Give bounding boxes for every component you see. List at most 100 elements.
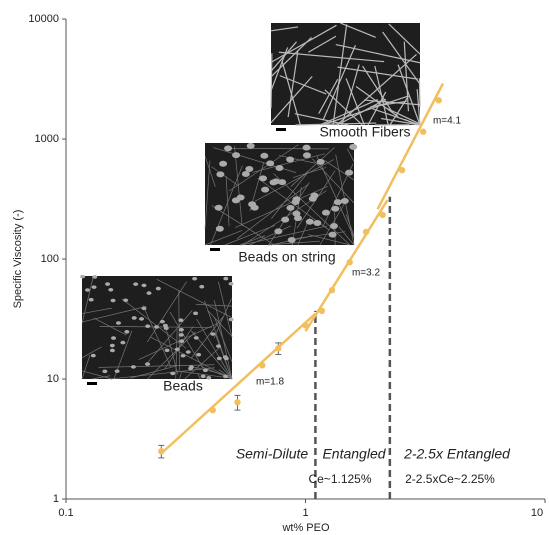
bead (340, 197, 349, 204)
bead (109, 343, 115, 348)
bead (292, 210, 301, 217)
fiber (389, 95, 410, 126)
bead (287, 237, 296, 244)
bead (196, 352, 202, 357)
data-point (158, 448, 165, 455)
bead (228, 317, 234, 322)
bead (210, 332, 216, 336)
fiber (381, 117, 421, 126)
scale-bar (210, 248, 220, 251)
data-point (259, 362, 266, 369)
fiber (204, 230, 243, 246)
fiber (418, 78, 421, 107)
bead (91, 285, 97, 289)
bead (193, 336, 199, 340)
bead (92, 275, 98, 279)
region-label: 2-2.5x Entangled (403, 446, 511, 462)
bead (313, 220, 322, 227)
fiber (223, 147, 329, 150)
bead (223, 276, 229, 281)
bead (111, 336, 117, 340)
bead (281, 216, 290, 223)
bead (293, 215, 302, 222)
bead (206, 375, 212, 380)
y-tick-label: 1 (53, 493, 59, 505)
sem-image (80, 274, 234, 380)
fiber (130, 365, 177, 379)
fit-line (376, 82, 445, 210)
data-point (318, 307, 326, 315)
fit-label: m=4.1 (433, 116, 462, 127)
bead (180, 353, 186, 358)
fiber (110, 367, 215, 380)
data-point (362, 228, 370, 236)
bead (170, 371, 176, 376)
data-point (275, 345, 282, 352)
bead (88, 297, 94, 302)
data-point (328, 286, 336, 294)
fiber (295, 122, 377, 126)
fiber (204, 160, 211, 229)
fiber (278, 51, 385, 63)
fiber (319, 198, 348, 246)
y-tick-label: 10000 (28, 13, 59, 25)
fiber (319, 98, 378, 126)
bead (115, 321, 121, 325)
threshold-label: 2-2.5xCe~2.25% (405, 472, 495, 486)
bead (266, 160, 275, 167)
fiber (197, 373, 201, 380)
fiber (268, 182, 310, 246)
fiber (270, 53, 273, 109)
fiber (229, 144, 299, 192)
scale-bar (87, 382, 97, 385)
bead (260, 152, 269, 159)
bead (291, 198, 300, 205)
fiber (81, 276, 94, 324)
fiber (338, 226, 355, 246)
data-point (398, 166, 406, 174)
fiber (337, 98, 387, 126)
bead (139, 317, 145, 321)
image-label: Beads (163, 378, 203, 394)
bead (245, 165, 254, 172)
fiber (249, 225, 292, 246)
y-tick-label: 100 (41, 253, 59, 265)
fiber (184, 346, 221, 380)
fiber (210, 165, 243, 246)
fiber (387, 108, 421, 125)
bead (214, 204, 223, 211)
fit-label: m=3.2 (352, 268, 381, 279)
data-point (419, 128, 427, 135)
fiber (294, 113, 349, 126)
fiber (370, 100, 407, 108)
fiber (267, 240, 320, 246)
bead (236, 194, 245, 201)
scale-bar (276, 128, 286, 131)
bead (200, 374, 206, 379)
bead (250, 204, 259, 211)
fiber (121, 298, 187, 349)
fiber (337, 66, 418, 80)
fiber (403, 41, 410, 112)
bead (124, 329, 130, 334)
fiber (271, 171, 309, 219)
bead (146, 291, 152, 295)
bead (154, 325, 160, 329)
bead (162, 323, 168, 328)
bead (224, 145, 233, 152)
fiber (236, 184, 309, 240)
fiber (416, 89, 421, 126)
fiber (177, 370, 233, 379)
fiber (239, 235, 266, 246)
fiber (211, 166, 238, 186)
fiber (362, 65, 394, 114)
bead (345, 169, 354, 176)
x-axis-label: wt% PEO (281, 522, 330, 534)
data-point (234, 399, 241, 406)
fiber (91, 375, 111, 380)
fiber (287, 51, 299, 118)
fiber (308, 35, 337, 53)
bead (321, 209, 330, 216)
bead (261, 186, 270, 193)
